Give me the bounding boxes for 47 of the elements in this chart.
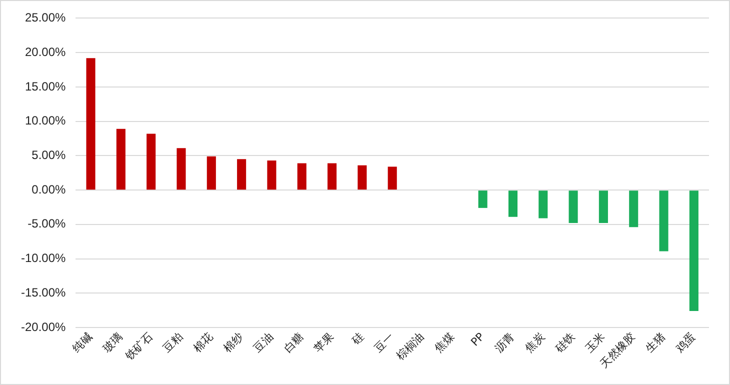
bar	[237, 159, 246, 190]
y-tick-label: 0.00%	[32, 182, 66, 196]
y-tick-label: 20.00%	[24, 44, 66, 59]
x-tick-label: 豆一	[372, 330, 396, 355]
x-tick-label: 玉米	[582, 330, 608, 355]
x-tick-label: 苹果	[311, 330, 336, 355]
x-tick-label: 豆粕	[160, 330, 186, 355]
bar	[508, 190, 518, 217]
y-tick-label: 15.00%	[24, 79, 66, 94]
bar	[297, 163, 306, 190]
bar	[206, 156, 216, 190]
y-tick-label: -15.00%	[20, 285, 66, 300]
x-tick-label: 生猪	[643, 330, 668, 355]
bar	[538, 190, 548, 218]
y-tick-label: -5.00%	[28, 216, 66, 231]
y-tick-label: -10.00%	[20, 251, 66, 266]
x-tick-label: 白糖	[281, 330, 306, 355]
bar	[629, 190, 638, 228]
bar	[388, 166, 397, 190]
y-tick-label: 10.00%	[24, 114, 66, 128]
bar	[659, 190, 668, 252]
x-tick-label: 硅	[348, 330, 366, 348]
x-tick-label: 鸡蛋	[672, 330, 698, 356]
y-tick-label: 5.00%	[32, 148, 66, 162]
x-tick-label: 棕榈油	[394, 330, 427, 363]
bar	[598, 190, 608, 224]
x-tick-label: 焦煤	[432, 330, 457, 355]
bar	[478, 190, 488, 208]
y-tick-label: 25.00%	[24, 10, 66, 25]
bar	[176, 148, 186, 190]
x-tick-label: 沥青	[492, 330, 518, 355]
x-tick-label: 硅铁	[552, 330, 578, 356]
x-tick-label: 棉花	[190, 330, 216, 355]
bar	[86, 58, 96, 190]
x-tick-label: 纯碱	[70, 330, 95, 355]
bar	[328, 163, 337, 190]
bar	[568, 190, 578, 224]
bar	[146, 134, 156, 190]
x-tick-label: 豆油	[251, 330, 276, 355]
bar	[689, 190, 698, 312]
bar	[116, 128, 126, 190]
y-tick-label: -20.00%	[20, 320, 66, 334]
bar	[358, 165, 367, 190]
bar	[267, 160, 276, 190]
x-tick-label: PP	[468, 330, 488, 349]
x-tick-label: 焦炭	[522, 330, 548, 355]
x-tick-label: 棉纱	[220, 330, 246, 355]
